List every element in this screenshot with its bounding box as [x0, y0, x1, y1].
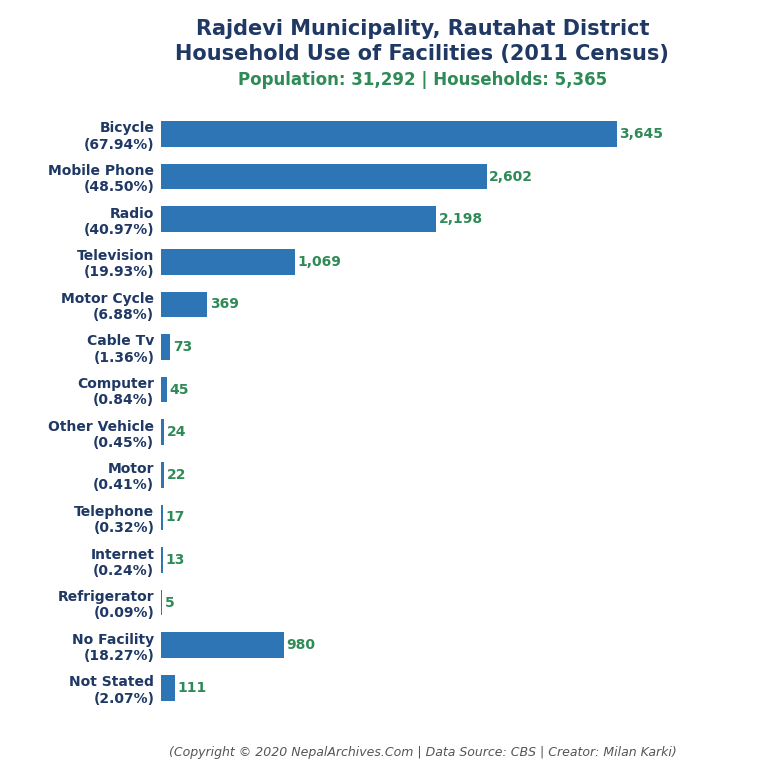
Text: 73: 73: [173, 340, 192, 354]
Bar: [161, 334, 170, 359]
Bar: [161, 292, 207, 317]
Bar: [161, 377, 167, 402]
Text: Household Use of Facilities (2011 Census): Household Use of Facilities (2011 Census…: [175, 44, 670, 64]
Text: 17: 17: [166, 511, 185, 525]
Text: 13: 13: [165, 553, 185, 567]
Bar: [161, 462, 164, 488]
Text: 2,198: 2,198: [439, 212, 483, 226]
Text: 5: 5: [164, 596, 174, 610]
Bar: [161, 633, 284, 658]
Text: Population: 31,292 | Households: 5,365: Population: 31,292 | Households: 5,365: [238, 71, 607, 88]
Text: 22: 22: [167, 468, 186, 482]
Bar: [161, 249, 295, 274]
Bar: [161, 207, 436, 232]
Bar: [161, 121, 617, 147]
Text: (Copyright © 2020 NepalArchives.Com | Data Source: CBS | Creator: Milan Karki): (Copyright © 2020 NepalArchives.Com | Da…: [168, 746, 677, 759]
Text: 45: 45: [170, 382, 189, 396]
Bar: [161, 548, 163, 573]
Text: Rajdevi Municipality, Rautahat District: Rajdevi Municipality, Rautahat District: [196, 19, 649, 39]
Bar: [161, 164, 487, 189]
Text: 369: 369: [210, 297, 239, 311]
Text: 111: 111: [177, 681, 207, 695]
Bar: [161, 419, 164, 445]
Text: 1,069: 1,069: [297, 255, 341, 269]
Bar: [161, 505, 164, 530]
Text: 3,645: 3,645: [620, 127, 664, 141]
Text: 24: 24: [167, 425, 187, 439]
Text: 980: 980: [286, 638, 316, 652]
Bar: [161, 675, 175, 700]
Text: 2,602: 2,602: [489, 170, 533, 184]
